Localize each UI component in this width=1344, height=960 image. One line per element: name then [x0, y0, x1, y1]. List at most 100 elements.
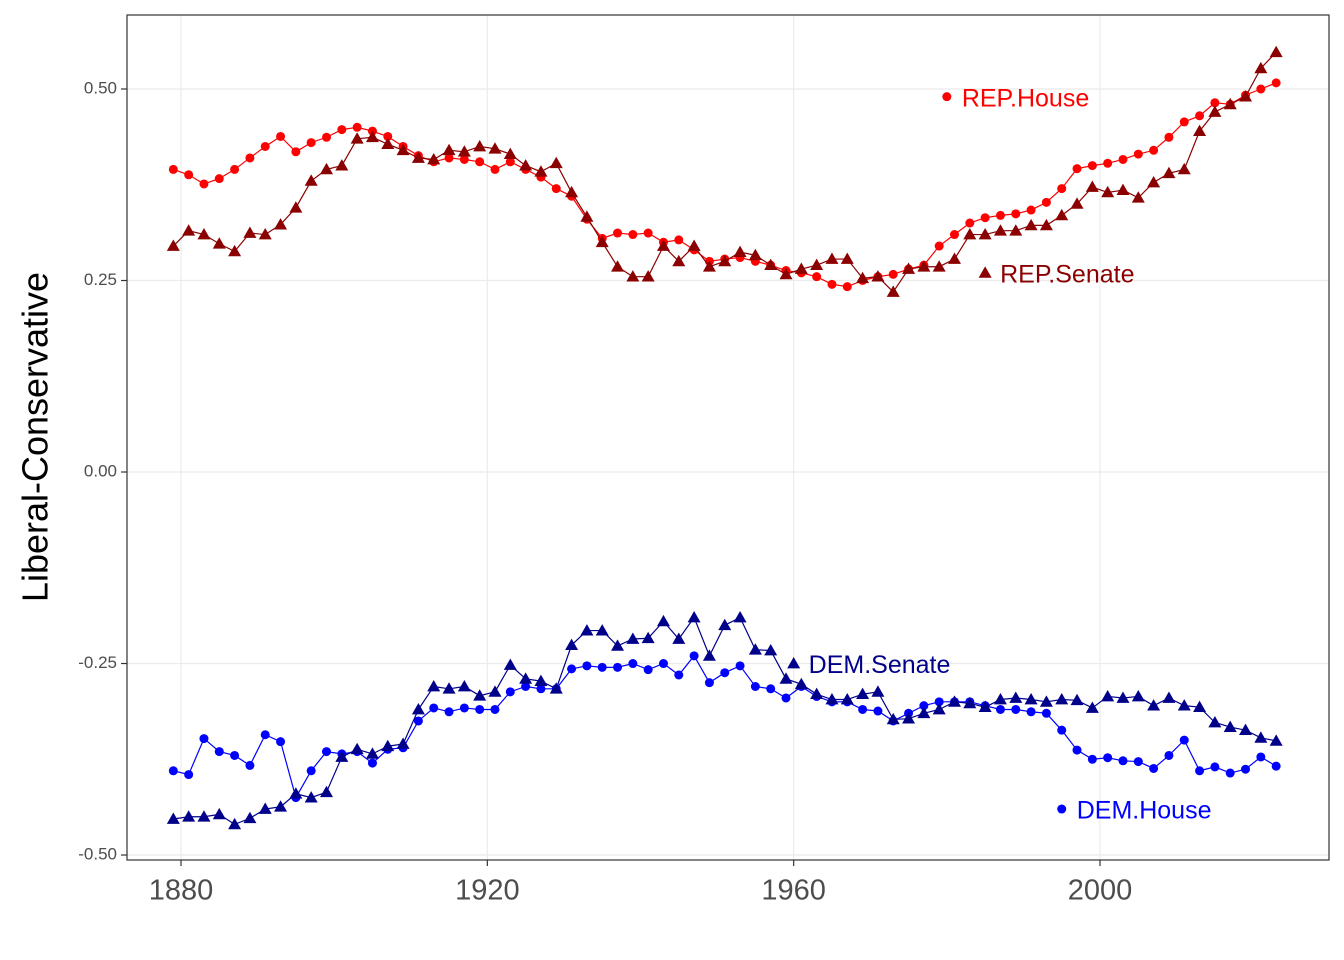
data-point: [396, 143, 410, 156]
x-tick-label: 1880: [149, 875, 214, 907]
data-point: [1147, 699, 1161, 711]
data-point: [1164, 132, 1174, 142]
data-point: [168, 164, 178, 174]
data-point: [429, 703, 439, 713]
data-point: [643, 228, 653, 238]
data-point: [748, 643, 762, 655]
data-point: [1195, 766, 1205, 776]
data-point: [886, 712, 900, 725]
data-point: [580, 210, 594, 222]
data-point: [947, 695, 961, 707]
data-point: [442, 682, 456, 694]
data-point: [320, 162, 334, 175]
data-point: [641, 631, 655, 644]
data-point: [825, 693, 839, 705]
data-point: [1101, 689, 1115, 702]
data-point: [1133, 757, 1143, 767]
data-point: [1087, 754, 1097, 764]
data-point: [840, 693, 854, 705]
data-point: [197, 810, 211, 822]
data-point: [444, 707, 454, 717]
data-point: [168, 766, 178, 776]
data-point: [674, 235, 684, 245]
data-point: [978, 700, 992, 713]
data-point: [166, 239, 180, 251]
data-point: [1239, 90, 1253, 102]
data-point: [1208, 715, 1222, 728]
data-point: [534, 674, 548, 687]
x-tick-label: 2000: [1068, 875, 1133, 907]
data-point: [381, 739, 395, 752]
data-point: [1057, 725, 1067, 735]
data-point: [1055, 693, 1069, 705]
data-point: [1009, 691, 1023, 703]
data-point: [322, 132, 332, 142]
data-point: [230, 164, 240, 174]
label-key: [978, 266, 992, 278]
data-point: [840, 252, 854, 264]
label-key: [1057, 804, 1067, 814]
data-point: [505, 157, 515, 167]
data-point: [993, 693, 1007, 705]
data-point: [197, 228, 211, 240]
data-point: [519, 672, 533, 684]
data-point: [475, 704, 485, 714]
data-point: [243, 811, 257, 824]
data-point: [322, 747, 332, 757]
data-point: [1072, 164, 1082, 174]
data-point: [582, 661, 592, 671]
data-point: [475, 157, 485, 167]
data-point: [794, 677, 808, 690]
data-point: [367, 758, 377, 768]
data-point: [320, 785, 334, 798]
data-point: [628, 659, 638, 669]
data-point: [549, 156, 563, 169]
y-axis-label: Liberal-Conservative: [15, 272, 56, 602]
data-point: [442, 143, 456, 156]
data-point: [748, 248, 762, 261]
data-point: [643, 665, 653, 675]
data-point: [381, 137, 395, 150]
data-point: [917, 260, 931, 272]
data-point: [258, 228, 272, 240]
data-point: [1024, 218, 1038, 231]
data-point: [459, 154, 469, 164]
data-point: [182, 810, 196, 822]
data-point: [1085, 701, 1099, 713]
data-point: [258, 802, 272, 814]
data-point: [626, 632, 640, 644]
data-point: [457, 145, 471, 157]
label-key: [787, 657, 801, 669]
data-point: [306, 138, 316, 148]
data-point: [413, 716, 423, 726]
data-point: [365, 747, 379, 759]
data-point: [337, 125, 347, 135]
data-point: [396, 737, 410, 749]
data-point: [812, 272, 822, 282]
data-point: [595, 235, 609, 248]
data-point: [1147, 175, 1161, 188]
data-point: [674, 670, 684, 680]
data-point: [934, 697, 944, 707]
data-point: [873, 706, 883, 716]
data-point: [260, 730, 270, 740]
data-point: [228, 817, 242, 830]
data-point: [473, 689, 487, 701]
data-point: [779, 672, 793, 684]
y-tick-label: 0.25: [84, 270, 117, 289]
data-point: [1116, 183, 1130, 195]
data-point: [182, 224, 196, 236]
data-point: [1041, 197, 1051, 207]
data-point: [934, 241, 944, 251]
data-point: [1241, 764, 1251, 774]
y-tick-label: -0.25: [78, 653, 117, 672]
data-point: [1193, 124, 1207, 137]
data-point: [902, 262, 916, 274]
data-point: [1026, 205, 1036, 215]
y-tick-label: 0.00: [84, 461, 117, 480]
data-point: [687, 239, 701, 251]
data-point: [459, 703, 469, 713]
data-point: [735, 661, 745, 671]
data-point: [779, 267, 793, 280]
data-point: [383, 131, 393, 141]
